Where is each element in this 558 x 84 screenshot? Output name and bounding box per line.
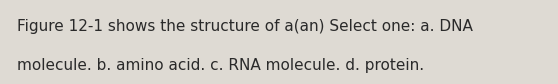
Text: molecule. b. amino acid. c. RNA molecule. d. protein.: molecule. b. amino acid. c. RNA molecule… (17, 58, 424, 73)
Text: Figure 12-1 shows the structure of a(an) Select one: a. DNA: Figure 12-1 shows the structure of a(an)… (17, 19, 473, 34)
